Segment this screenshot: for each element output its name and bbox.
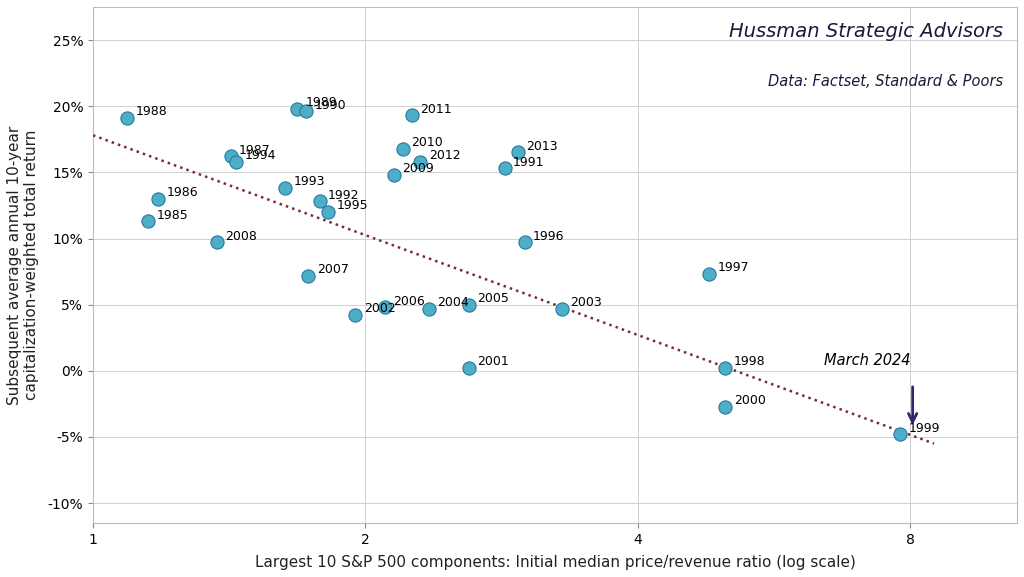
Text: 2002: 2002 — [364, 302, 395, 316]
Point — [150, 194, 166, 204]
Text: Data: Factset, Standard & Poors: Data: Factset, Standard & Poors — [768, 74, 1004, 89]
Text: 1994: 1994 — [245, 149, 276, 162]
Text: 1991: 1991 — [513, 156, 545, 168]
Point — [347, 310, 364, 320]
Point — [701, 269, 718, 279]
Text: 2000: 2000 — [734, 394, 766, 407]
Text: Hussman Strategic Advisors: Hussman Strategic Advisors — [729, 23, 1004, 42]
Text: 2010: 2010 — [412, 136, 443, 149]
Point — [209, 238, 225, 247]
Text: 2012: 2012 — [429, 149, 461, 162]
Text: 2013: 2013 — [526, 140, 558, 153]
Point — [516, 238, 532, 247]
Text: 1992: 1992 — [328, 189, 359, 202]
Text: 1986: 1986 — [167, 186, 198, 199]
Y-axis label: Subsequent average annual 10-year
capitalization-weighted total return: Subsequent average annual 10-year capita… — [7, 125, 39, 404]
Point — [421, 304, 437, 313]
Text: 1996: 1996 — [534, 230, 564, 243]
Point — [300, 271, 316, 280]
Point — [377, 303, 393, 312]
Point — [510, 148, 526, 157]
Text: 1998: 1998 — [734, 355, 766, 368]
Text: 1985: 1985 — [157, 208, 188, 222]
Text: 1989: 1989 — [305, 96, 337, 109]
Point — [554, 304, 570, 313]
Point — [119, 114, 135, 123]
Point — [403, 111, 420, 120]
Point — [311, 197, 328, 206]
Text: March 2024: March 2024 — [823, 353, 910, 368]
Point — [717, 364, 733, 373]
X-axis label: Largest 10 S&P 500 components: Initial median price/revenue ratio (log scale): Largest 10 S&P 500 components: Initial m… — [255, 555, 855, 570]
Text: 1987: 1987 — [240, 144, 271, 157]
Text: 2005: 2005 — [477, 292, 509, 305]
Point — [321, 207, 337, 216]
Point — [139, 217, 156, 226]
Point — [289, 104, 305, 114]
Point — [497, 164, 513, 173]
Point — [276, 183, 293, 193]
Point — [461, 364, 477, 373]
Text: 2006: 2006 — [393, 294, 425, 308]
Point — [386, 170, 402, 179]
Text: 2004: 2004 — [437, 296, 469, 309]
Text: 1988: 1988 — [135, 106, 167, 118]
Point — [892, 430, 908, 439]
Point — [228, 157, 245, 166]
Text: 2003: 2003 — [570, 296, 602, 309]
Text: 1999: 1999 — [908, 422, 940, 434]
Text: 1993: 1993 — [293, 175, 325, 189]
Point — [394, 144, 411, 153]
Point — [717, 402, 733, 411]
Text: 2001: 2001 — [477, 355, 509, 368]
Point — [412, 157, 428, 166]
Point — [222, 152, 239, 161]
Text: 2008: 2008 — [225, 230, 257, 243]
Text: 1997: 1997 — [718, 261, 750, 275]
Text: 2011: 2011 — [420, 103, 452, 115]
Text: 2007: 2007 — [316, 263, 348, 276]
Point — [298, 107, 314, 116]
Text: 1990: 1990 — [314, 99, 346, 112]
Text: 1995: 1995 — [337, 199, 369, 212]
Point — [461, 300, 477, 309]
Text: 2009: 2009 — [402, 162, 434, 175]
